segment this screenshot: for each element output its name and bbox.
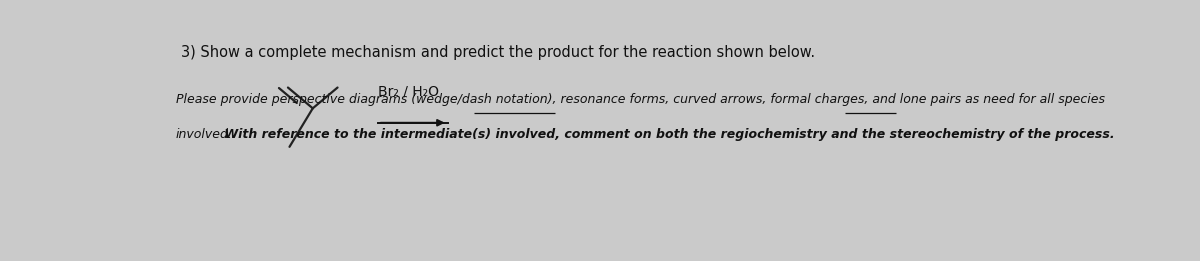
Text: , curved arrows, formal charges, and lone pairs as need for: , curved arrows, formal charges, and lon… xyxy=(556,93,930,106)
Text: resonance forms: resonance forms xyxy=(474,93,578,106)
Text: involved.: involved. xyxy=(176,128,233,141)
Text: all species: all species xyxy=(845,93,911,106)
Text: Please provide perspective diagrams (wedge/dash notation), resonance forms, curv: Please provide perspective diagrams (wed… xyxy=(176,93,1105,106)
Text: Please provide perspective diagrams (wedge/dash notation),: Please provide perspective diagrams (wed… xyxy=(176,93,560,106)
Text: With reference to the intermediate(s) involved, comment on both the regiochemist: With reference to the intermediate(s) in… xyxy=(220,128,1115,141)
Text: involved.: involved. xyxy=(176,128,233,141)
Text: 3) Show a complete mechanism and predict the product for the reaction shown belo: 3) Show a complete mechanism and predict… xyxy=(181,45,815,60)
Text: Please provide perspective diagrams (wedge/dash notation), resonance forms, curv: Please provide perspective diagrams (wed… xyxy=(176,93,1105,106)
Text: Br₂ / H₂O: Br₂ / H₂O xyxy=(378,85,439,99)
